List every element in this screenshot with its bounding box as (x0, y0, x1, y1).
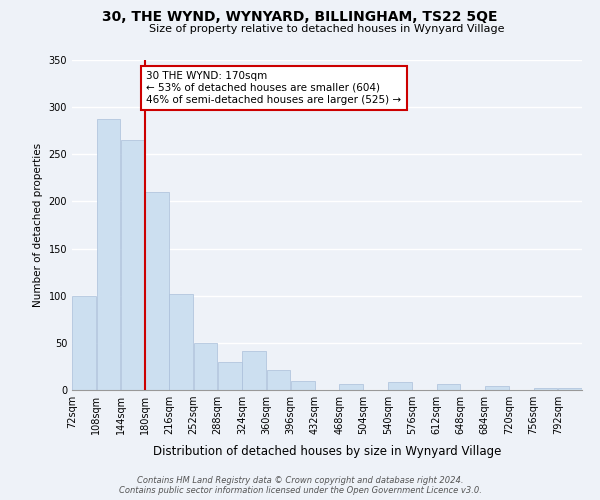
Bar (169, 294, 193, 390)
X-axis label: Distribution of detached houses by size in Wynyard Village: Distribution of detached houses by size … (153, 446, 501, 458)
Bar (73, 296, 96, 390)
Bar (194, 343, 217, 390)
Bar (388, 382, 412, 390)
Y-axis label: Number of detached properties: Number of detached properties (33, 143, 43, 307)
Bar (558, 388, 581, 390)
Bar (291, 380, 314, 390)
Text: 30 THE WYND: 170sqm
← 53% of detached houses are smaller (604)
46% of semi-detac: 30 THE WYND: 170sqm ← 53% of detached ho… (146, 72, 401, 104)
Text: 30, THE WYND, WYNYARD, BILLINGHAM, TS22 5QE: 30, THE WYND, WYNYARD, BILLINGHAM, TS22 … (102, 10, 498, 24)
Bar (340, 384, 363, 390)
Bar (485, 386, 509, 390)
Title: Size of property relative to detached houses in Wynyard Village: Size of property relative to detached ho… (149, 24, 505, 34)
Bar (145, 192, 169, 390)
Bar (534, 388, 557, 390)
Text: Contains HM Land Registry data © Crown copyright and database right 2024.
Contai: Contains HM Land Registry data © Crown c… (119, 476, 481, 495)
Bar (437, 384, 460, 390)
Bar (121, 140, 145, 390)
Bar (218, 362, 242, 390)
Bar (266, 370, 290, 390)
Bar (97, 120, 120, 390)
Bar (242, 352, 266, 390)
